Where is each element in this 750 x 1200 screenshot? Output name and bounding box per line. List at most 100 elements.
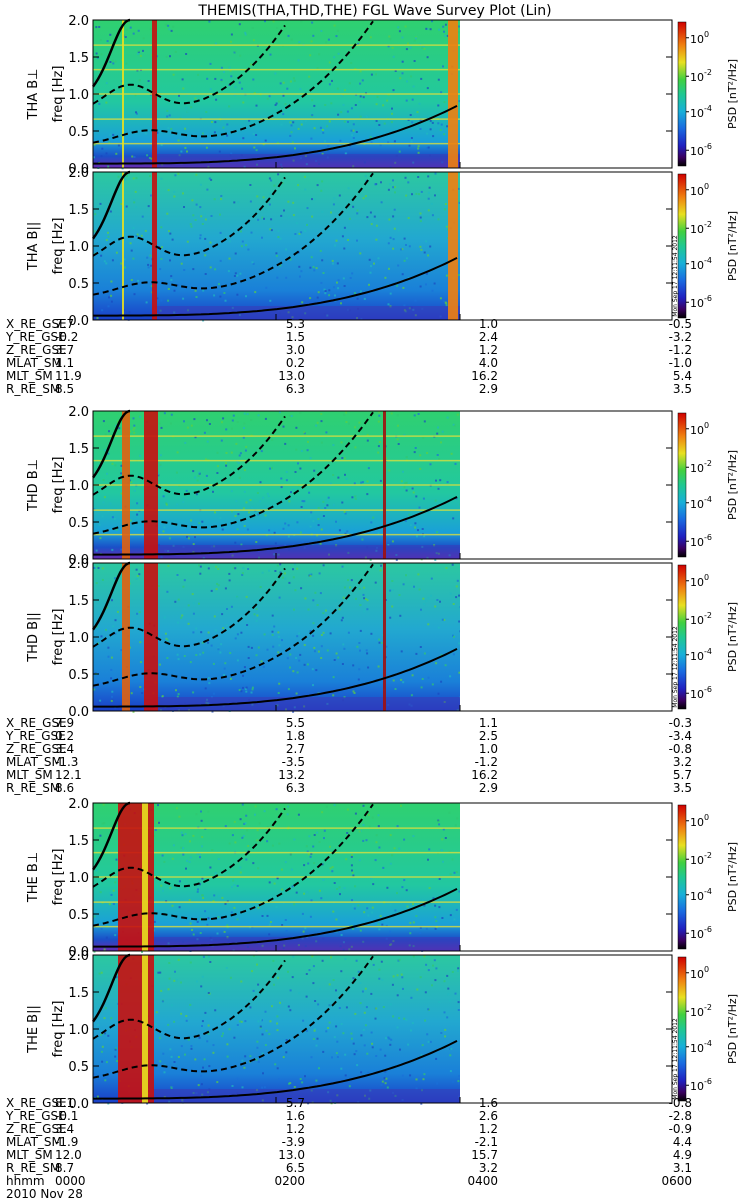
harmonic-curve-dashed [92,563,374,687]
spike-band [122,20,124,168]
time-tick-label: 0400 [467,1174,498,1188]
spectrogram-field [93,955,460,1103]
low-freq-band [153,1089,460,1103]
gyro-curve [93,496,458,556]
ephemeris-value: -1.2 [475,755,498,769]
ephemeris-value: 5.7 [286,1096,305,1110]
time-tick-label: 0200 [274,1174,305,1188]
spectrogram-panel-the-par: 0.0 0.5 1.0 1.5 2.0 THE B|| freq [Hz] 100 10-2 10… [26,949,739,1112]
timestamp-stamp: Mon Sep 17 12:11:54 2012 [672,626,679,708]
ephemeris-value: 16.2 [471,369,498,383]
spectrogram-panel-tha-par: 0.0 0.5 1.0 1.5 2.0 THA B|| freq [Hz] 100 10-2 10… [26,166,739,329]
y-tick-label: 1.5 [68,594,89,609]
y-tick-label: 2.0 [68,405,89,420]
colorbar-label: PSD [nT²/Hz] [726,59,739,129]
ephemeris-value: 1.6 [479,1096,498,1110]
no-data-region [460,803,672,951]
ephemeris-value: -0.8 [669,742,692,756]
ephemeris-name: Y_RE_GSE [5,1109,66,1123]
y-tick-label: 1.5 [68,986,89,1001]
no-data-region [460,411,672,559]
ephemeris-value: 7.9 [55,716,74,730]
spike-band [118,803,154,951]
ephemeris-value: 4.4 [673,1135,692,1149]
time-tick-label: 0600 [661,1174,692,1188]
colorbar [677,564,687,710]
y-tick-label: 1.0 [68,871,89,886]
panel-label: THE B⊥ [26,852,41,903]
colorbar-label: PSD [nT²/Hz] [726,994,739,1064]
ephemeris-value: 0.2 [55,729,74,743]
y-tick-label: 0.0 [68,314,89,329]
y-tick-label: 0.0 [68,162,89,177]
panel-label: THE B|| [26,1005,41,1054]
time-tick-label: 0000 [55,1174,86,1188]
ephemeris-value: 8.1 [55,1096,74,1110]
colorbar-tick-label: 10-2 [690,851,712,867]
ephemeris-value: 4.9 [673,1148,692,1162]
y-tick-label: 1.5 [68,442,89,457]
ephemeris-value: 7.7 [55,317,74,331]
ephemeris-value: -1.3 [55,755,78,769]
spike-band [122,411,130,559]
spectrogram-panel-tha-perp: 0.0 0.5 1.0 1.5 2.0 THA B⊥ freq [Hz] 100 10-2 10-… [26,14,739,177]
colorbar-label: PSD [nT²/Hz] [726,211,739,281]
ephemeris-value: 12.1 [55,768,82,782]
ephemeris-value: 4.0 [479,356,498,370]
ephemeris-name: Y_RE_GSE [5,729,66,743]
edge-curve [92,561,131,631]
ephemeris-name: MLAT_SM [6,755,62,769]
harmonic-curve-dashed [92,567,286,648]
colorbar-tick-label: 100 [690,30,709,46]
ephemeris-value: -0.5 [669,317,692,331]
ephemeris-value: -1.2 [669,343,692,357]
plot-title: THEMIS(THA,THD,THE) FGL Wave Survey Plot… [197,3,551,19]
no-data-region [460,563,672,711]
harmonic-curve-dashed [92,415,286,496]
spectrogram-panel-thd-par: 0.0 0.5 1.0 1.5 2.0 THD B|| freq [Hz] 100 10-2 10… [26,557,739,720]
no-data-region [460,20,672,168]
ephemeris-value: 1.1 [479,716,498,730]
ephemeris-value: -1.9 [55,1135,78,1149]
harmonic-curve-dashed [92,24,286,105]
ephemeris-value: -2.8 [669,1109,692,1123]
colorbar-tick-label: 10-2 [690,459,712,475]
ephemeris-value: 5.3 [286,317,305,331]
ephemeris-value: 2.5 [479,729,498,743]
ephemeris-value: -3.4 [669,729,692,743]
gyro-curve [93,888,458,948]
ephemeris-name: Z_RE_GSE [6,343,67,357]
colorbar [677,412,687,558]
y-tick-label: 0.5 [68,1060,89,1075]
y-tick-label: 0.0 [68,705,89,720]
ephemeris-name: MLT_SM [6,369,53,383]
edge-curve [92,170,131,240]
colorbar-tick-label: 100 [690,182,709,198]
colorbar-tick-label: 10-6 [690,925,712,941]
ephemeris-name: MLAT_SM [6,1135,62,1149]
freq-axis-label: freq [Hz] [51,457,66,514]
ephemeris-value: -0.1 [55,1109,78,1123]
ephemeris-value: 13.0 [278,369,305,383]
gyro-curve [93,257,458,317]
ephemeris-value: 2.7 [286,742,305,756]
ephemeris-value: 8.5 [55,382,74,396]
colorbar-label: PSD [nT²/Hz] [726,602,739,672]
colorbar-tick-label: 10-6 [690,533,712,549]
ephemeris-value: -0.9 [669,1122,692,1136]
ephemeris-value: 2.4 [479,330,498,344]
spike-band [152,172,157,320]
ephemeris-value: 8.6 [55,781,74,795]
time-axis-footer: hhmm 0000 0200 0400 0600 2010 Nov 28 [6,1174,692,1200]
panel-label: THA B⊥ [26,69,41,121]
y-tick-label: 1.0 [68,1023,89,1038]
harmonic-curve-dashed [92,807,286,888]
ephemeris-value: -3.9 [282,1135,305,1149]
ephemeris-value: -2.1 [475,1135,498,1149]
ephemeris-value: 3.1 [673,1161,692,1175]
spectrogram-panel-the-perp: 0.0 0.5 1.0 1.5 2.0 THE B⊥ freq [Hz] 100 10-2 10-… [26,797,739,960]
y-tick-label: 1.5 [68,834,89,849]
